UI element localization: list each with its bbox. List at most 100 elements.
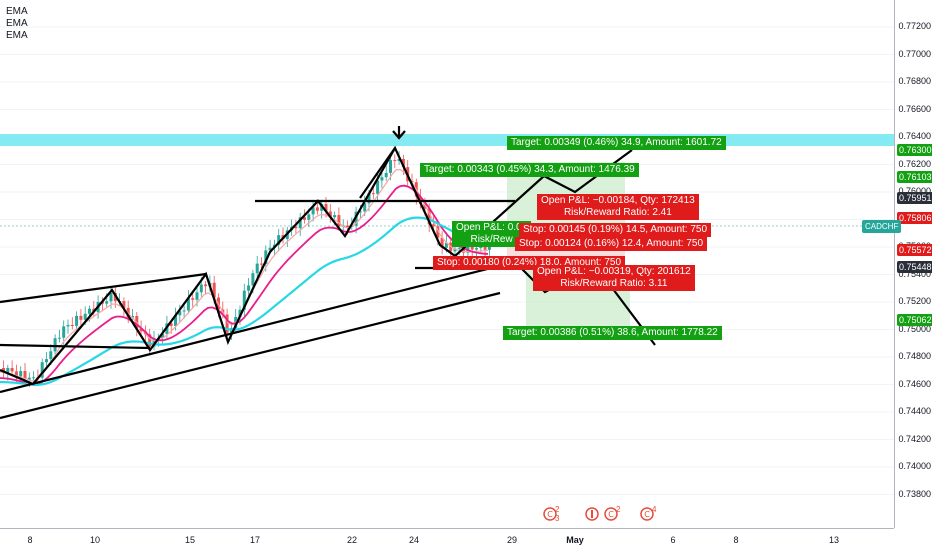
target-label-2[interactable]: Target: 0.00343 (0.45%) 34.3, Amount: 14… — [420, 163, 639, 177]
ema-legend-item[interactable]: EMA — [6, 30, 28, 41]
channel-mid-line — [0, 343, 151, 350]
candle-body — [62, 326, 66, 338]
candle-body — [66, 324, 70, 327]
channel-top-line — [0, 272, 207, 304]
price-badge: 0.75951 — [897, 191, 932, 204]
target-label-3[interactable]: Target: 0.00386 (0.51%) 38.6, Amount: 17… — [503, 326, 722, 340]
time-tick-label: 10 — [89, 535, 101, 545]
candle-body — [105, 301, 109, 304]
price-tick-label: 0.75200 — [898, 296, 931, 306]
candle-body — [251, 273, 255, 286]
price-tick-label: 0.77200 — [898, 21, 931, 31]
risk-reward-text: Risk/Reward Ratio: 2.41 — [563, 207, 672, 218]
price-tick-label: 0.74200 — [898, 433, 931, 444]
candle-body — [303, 217, 306, 220]
candle-body — [152, 338, 156, 347]
candle-body — [363, 203, 367, 212]
candle-body — [75, 315, 79, 326]
candle-body — [109, 293, 113, 302]
candle-body — [337, 215, 341, 227]
event-count: 4 — [652, 505, 657, 514]
grid — [0, 26, 894, 495]
price-tick-label: 0.74000 — [898, 461, 931, 471]
ema-legend-item[interactable]: EMA — [6, 18, 28, 29]
candle-body — [260, 263, 263, 265]
candle-body — [242, 290, 246, 310]
candle-body — [238, 309, 242, 317]
candle-body — [139, 328, 143, 332]
ema-legend: EMA EMA EMA — [6, 6, 28, 42]
time-tick-label: 15 — [184, 535, 196, 545]
price-tick-label: 0.73800 — [898, 488, 931, 499]
candle-body — [367, 193, 371, 204]
price-tick-label: 0.76800 — [898, 76, 931, 86]
candle-body — [470, 244, 474, 250]
candle-body — [23, 370, 27, 380]
candle-body — [436, 226, 440, 238]
candle-body — [315, 207, 319, 211]
candle-body — [88, 308, 91, 314]
candle-body — [371, 193, 375, 195]
candle-body — [14, 371, 18, 377]
candle-body — [427, 208, 431, 225]
candle-body — [57, 337, 61, 339]
time-tick-label: 6 — [670, 535, 676, 545]
time-scale[interactable]: 8 10 15 17 22 24 29 May 6 8 13 — [0, 528, 894, 551]
economic-event-icon[interactable]: C 2 — [604, 505, 620, 523]
reject-marker-arrow — [392, 130, 406, 140]
price-badge: 0.75062 — [897, 313, 932, 326]
candle-body — [83, 313, 87, 320]
candle-body — [298, 217, 302, 229]
candle-body — [449, 242, 453, 252]
candle-body — [199, 284, 203, 293]
candle-body — [174, 315, 177, 326]
open-pl-box-3[interactable]: Open P&L: −0.00319, Qty: 201612 Risk/Rew… — [533, 265, 695, 291]
price-badge: 0.76103 — [897, 170, 932, 183]
economic-event-icon[interactable]: C 2 3 — [543, 505, 560, 523]
economic-event-icon[interactable] — [585, 507, 599, 523]
time-tick-label: 24 — [408, 535, 420, 545]
candle-body — [457, 247, 461, 249]
candle-body — [444, 242, 448, 248]
calendar-event-icon: C — [640, 507, 654, 521]
candle-body — [358, 211, 362, 213]
price-tick-label: 0.77000 — [898, 48, 931, 59]
price-tick-label: 0.74600 — [898, 378, 931, 389]
price-tick-label: 0.75400 — [898, 268, 931, 279]
symbol-badge: CADCHF — [862, 220, 902, 233]
candle-body — [131, 316, 134, 318]
candle-body — [148, 334, 152, 347]
candle-body — [264, 250, 268, 264]
ema-legend-item[interactable]: EMA — [6, 6, 28, 17]
price-tick-label: 0.74800 — [898, 351, 931, 361]
candle-body — [393, 160, 397, 162]
candle-body — [45, 359, 48, 363]
target-label-1[interactable]: Target: 0.00349 (0.46%) 34.9, Amount: 16… — [507, 136, 726, 150]
price-tick-label: 0.76400 — [898, 131, 931, 141]
open-pl-box-1[interactable]: Open P&L: −0.00184, Qty: 172413 Risk/Rew… — [537, 194, 699, 220]
open-pl-text: Open P&L: 0.00 — [456, 222, 528, 233]
candle-body — [277, 235, 281, 245]
ema-line — [0, 216, 489, 387]
candle-body — [225, 314, 229, 333]
candle-body — [475, 248, 478, 250]
event-count: 2 3 — [555, 505, 560, 523]
resistance-zone — [0, 134, 894, 146]
candle-body — [6, 367, 10, 373]
price-tick-label: 0.75000 — [898, 323, 931, 334]
stop-label-2[interactable]: Stop: 0.00124 (0.16%) 12.4, Amount: 750 — [515, 237, 708, 251]
economic-event-icon[interactable]: C 4 — [640, 505, 657, 523]
candle-body — [311, 207, 315, 215]
price-tick-label: 0.76600 — [898, 103, 931, 114]
stop-label-1[interactable]: Stop: 0.00145 (0.19%) 14.5, Amount: 750 — [519, 223, 712, 237]
price-badge: 0.76300 — [897, 143, 932, 156]
candle-body — [466, 244, 470, 253]
candle-body — [27, 377, 31, 380]
support-trendline-1 — [0, 260, 516, 394]
candle-body — [268, 247, 272, 251]
candle-body — [247, 285, 251, 291]
price-scale[interactable]: 0.77200 0.77000 0.76800 0.76600 0.76400 0.762… — [894, 0, 932, 528]
candle-body — [307, 214, 311, 220]
candle-body — [384, 172, 388, 178]
